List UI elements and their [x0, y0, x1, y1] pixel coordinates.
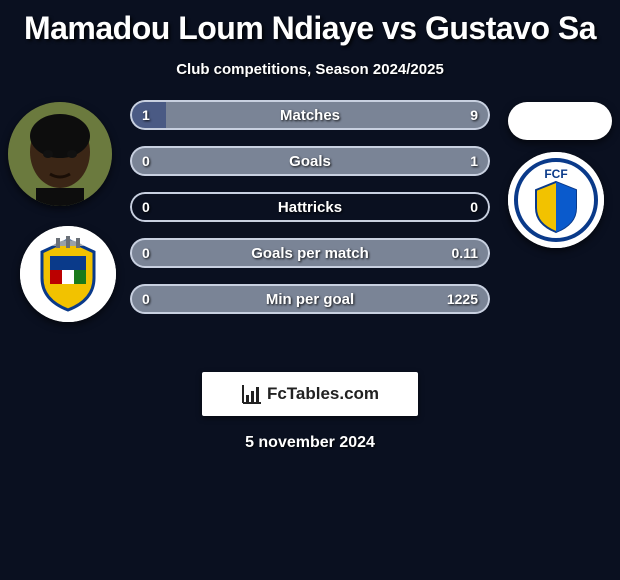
stat-value-right: 0: [470, 199, 478, 215]
brand-badge: FcTables.com: [202, 372, 418, 416]
stat-label: Goals per match: [130, 245, 490, 262]
bar-chart-icon: [241, 383, 263, 405]
date-text: 5 november 2024: [0, 434, 620, 452]
stat-value-left: 0: [142, 291, 150, 307]
stat-label: Min per goal: [130, 291, 490, 308]
stat-value-right: 0.11: [452, 245, 478, 261]
stat-row: Goals per match0 0.11: [130, 238, 490, 268]
stat-value-right: 1: [470, 153, 478, 169]
stat-label: Matches: [130, 107, 490, 124]
stat-label: Goals: [130, 153, 490, 170]
stat-value-left: 0: [142, 245, 150, 261]
stat-value-left: 0: [142, 199, 150, 215]
stat-value-left: 0: [142, 153, 150, 169]
comparison-panel: FCF Matches19Goals01Hattricks00Goals per…: [0, 100, 620, 360]
stat-bars: Matches19Goals01Hattricks00Goals per mat…: [130, 100, 490, 330]
stat-value-right: 1225: [447, 291, 478, 307]
subtitle: Club competitions, Season 2024/2025: [0, 61, 620, 78]
player-left-avatar: [8, 102, 112, 206]
stat-value-left: 1: [142, 107, 150, 123]
player-right-avatar: [508, 102, 612, 140]
svg-text:FCF: FCF: [544, 167, 567, 181]
stat-value-right: 9: [470, 107, 478, 123]
stat-row: Matches1 9: [130, 100, 490, 130]
brand-text: FcTables.com: [267, 384, 379, 404]
stat-row: Min per goal0 1225: [130, 284, 490, 314]
stat-row: Hattricks0 0: [130, 192, 490, 222]
stat-label: Hattricks: [130, 199, 490, 216]
club-right-crest: FCF: [508, 152, 604, 248]
club-left-crest: [20, 226, 116, 322]
page-title: Mamadou Loum Ndiaye vs Gustavo Sa: [0, 0, 620, 47]
stat-row: Goals0 1: [130, 146, 490, 176]
